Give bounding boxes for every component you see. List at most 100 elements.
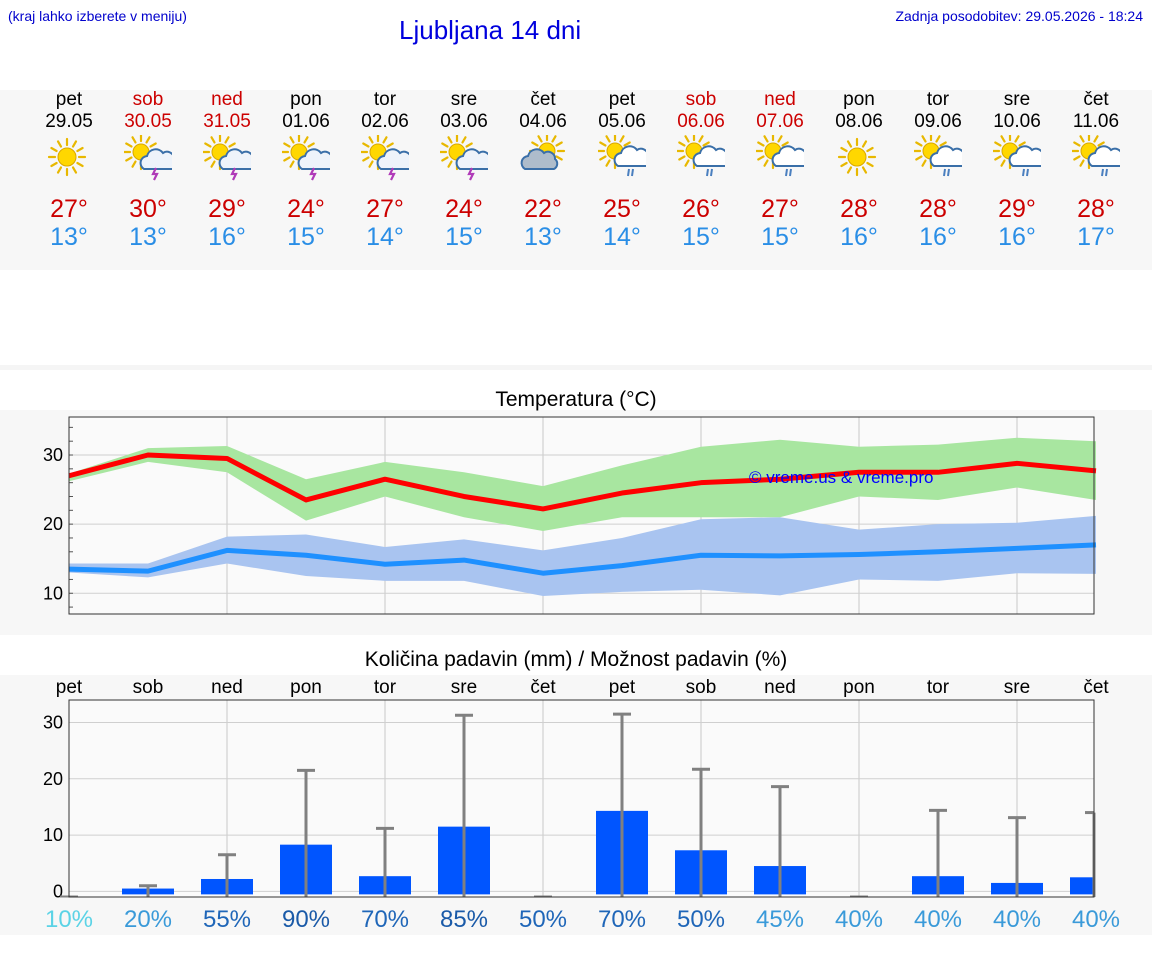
- day-date: 03.06: [440, 111, 488, 132]
- max-temperature: 28°: [840, 195, 878, 223]
- precipitation-probability-label: 20%: [124, 906, 172, 933]
- min-temperature-line: [68, 542, 1097, 576]
- weather-icon-slot: [45, 135, 93, 183]
- max-temperature-line: [68, 452, 1097, 512]
- y-tick-label: 10: [43, 825, 63, 845]
- watermark: © vreme.us & vreme.pro: [749, 468, 934, 487]
- day-name: čet: [530, 89, 556, 110]
- max-temperature: 30°: [129, 195, 167, 223]
- x-category-label: ned: [211, 677, 243, 698]
- min-temperature: 13°: [524, 223, 562, 251]
- day-column: pon 01.06 24° 15°: [251, 89, 361, 251]
- temperature-chart: 10 20 30: [43, 416, 1097, 615]
- day-column: ned 07.06 27° 15°: [725, 89, 835, 251]
- x-category-label: čet: [1083, 677, 1109, 698]
- sun-cloud-thunder-icon: [359, 133, 415, 181]
- min-temperature: 13°: [129, 223, 167, 251]
- max-temperature: 28°: [1077, 195, 1115, 223]
- precipitation-probability-label: 50%: [519, 906, 567, 933]
- precipitation-probability-label: 40%: [835, 906, 883, 933]
- day-date: 29.05: [45, 111, 93, 132]
- precipitation-probability-label: 70%: [361, 906, 409, 933]
- day-name: ned: [211, 89, 243, 110]
- max-temperature: 27°: [50, 195, 88, 223]
- x-category-label: tor: [374, 677, 397, 698]
- max-temperature: 28°: [919, 195, 957, 223]
- day-column: sre 10.06 29° 16°: [962, 89, 1072, 251]
- day-date: 07.06: [756, 111, 804, 132]
- page-title: Ljubljana 14 dni: [399, 15, 582, 45]
- day-date: 11.06: [1072, 111, 1120, 132]
- day-column: pet 05.06 25° 14°: [567, 89, 677, 251]
- day-date: 09.06: [914, 111, 962, 132]
- x-category-label: sob: [133, 677, 164, 698]
- day-name: pet: [608, 89, 636, 110]
- day-date: 30.05: [124, 111, 172, 132]
- y-tick-label: 20: [43, 514, 63, 534]
- precipitation-probability-label: 40%: [993, 906, 1041, 933]
- weather-icon-slot: [835, 135, 883, 183]
- precipitation-probability-label: 70%: [598, 906, 646, 933]
- precipitation-probability-label: 85%: [440, 906, 488, 933]
- x-category-label: pon: [290, 677, 322, 698]
- sun-cloud-rain-icon: [675, 132, 731, 177]
- location-hint: (kraj lahko izberete v meniju): [8, 8, 187, 24]
- day-name: tor: [926, 89, 950, 110]
- day-column: sob 06.06 26° 15°: [646, 89, 756, 251]
- precipitation-probability-label: 55%: [203, 906, 251, 933]
- day-date: 06.06: [677, 111, 725, 132]
- day-date: 01.06: [282, 111, 330, 132]
- day-column: sre 03.06 24° 15°: [409, 89, 519, 251]
- max-temperature: 22°: [524, 195, 562, 223]
- max-temperature: 29°: [998, 195, 1036, 223]
- day-date: 08.06: [835, 111, 883, 132]
- precipitation-probability-label: 50%: [677, 906, 725, 933]
- day-column: čet 11.06 28° 17°: [1041, 89, 1151, 251]
- precipitation-probability-label: 40%: [914, 906, 962, 933]
- x-category-label: pet: [56, 677, 83, 698]
- sun-cloud-rain-icon: [912, 132, 968, 177]
- x-category-label: čet: [530, 677, 556, 698]
- weather-icon-slot: [675, 132, 731, 183]
- weather-icon-slot: [122, 133, 178, 183]
- min-temperature: 16°: [208, 223, 246, 251]
- weather-icon-slot: [596, 132, 652, 183]
- x-category-label: sre: [451, 677, 477, 698]
- min-temperature: 16°: [998, 223, 1036, 251]
- day-date: 02.06: [361, 111, 409, 132]
- day-name: tor: [373, 89, 397, 110]
- max-temperature: 26°: [682, 195, 720, 223]
- x-category-label: pet: [609, 677, 636, 698]
- y-tick-label: 20: [43, 769, 63, 789]
- sun-cloud-rain-icon: [991, 132, 1047, 177]
- sun-cloud-thunder-icon: [280, 133, 336, 181]
- max-temperature: 24°: [287, 195, 325, 223]
- day-name: sre: [1003, 89, 1031, 110]
- weather-icon-slot: [754, 132, 810, 183]
- precipitation-chart: 0 10 20 30 pet sob ned pon tor sre čet pet sob ned pon…: [43, 677, 1120, 933]
- weather-icon-slot: [912, 132, 968, 183]
- day-date: 31.05: [203, 111, 251, 132]
- sun-cloud-thunder-icon: [201, 133, 257, 181]
- day-column: sob 30.05 30° 13°: [93, 89, 203, 251]
- weather-icon-slot: [359, 133, 415, 183]
- max-temperature: 25°: [603, 195, 641, 223]
- weather-icon-slot: [519, 132, 567, 183]
- day-name: sob: [685, 89, 717, 110]
- sun-icon: [47, 137, 87, 177]
- min-temperature: 15°: [287, 223, 325, 251]
- temperature-chart-title: Temperatura (°C): [495, 388, 657, 411]
- day-column: tor 02.06 27° 14°: [330, 89, 440, 251]
- day-name: pon: [290, 89, 322, 110]
- day-date: 10.06: [993, 111, 1041, 132]
- weather-icon-slot: [201, 133, 257, 183]
- day-column: pet 29.05 27° 13°: [14, 89, 124, 251]
- min-temperature: 15°: [445, 223, 483, 251]
- weather-icon-slot: [991, 132, 1047, 183]
- x-category-label: sob: [686, 677, 717, 698]
- sun-cloud-thunder-icon: [122, 133, 178, 181]
- day-column: čet 04.06 22° 13°: [488, 89, 598, 251]
- day-date: 05.06: [598, 111, 646, 132]
- day-column: ned 31.05 29° 16°: [172, 89, 282, 251]
- min-temperature-range-band: [69, 515, 1096, 597]
